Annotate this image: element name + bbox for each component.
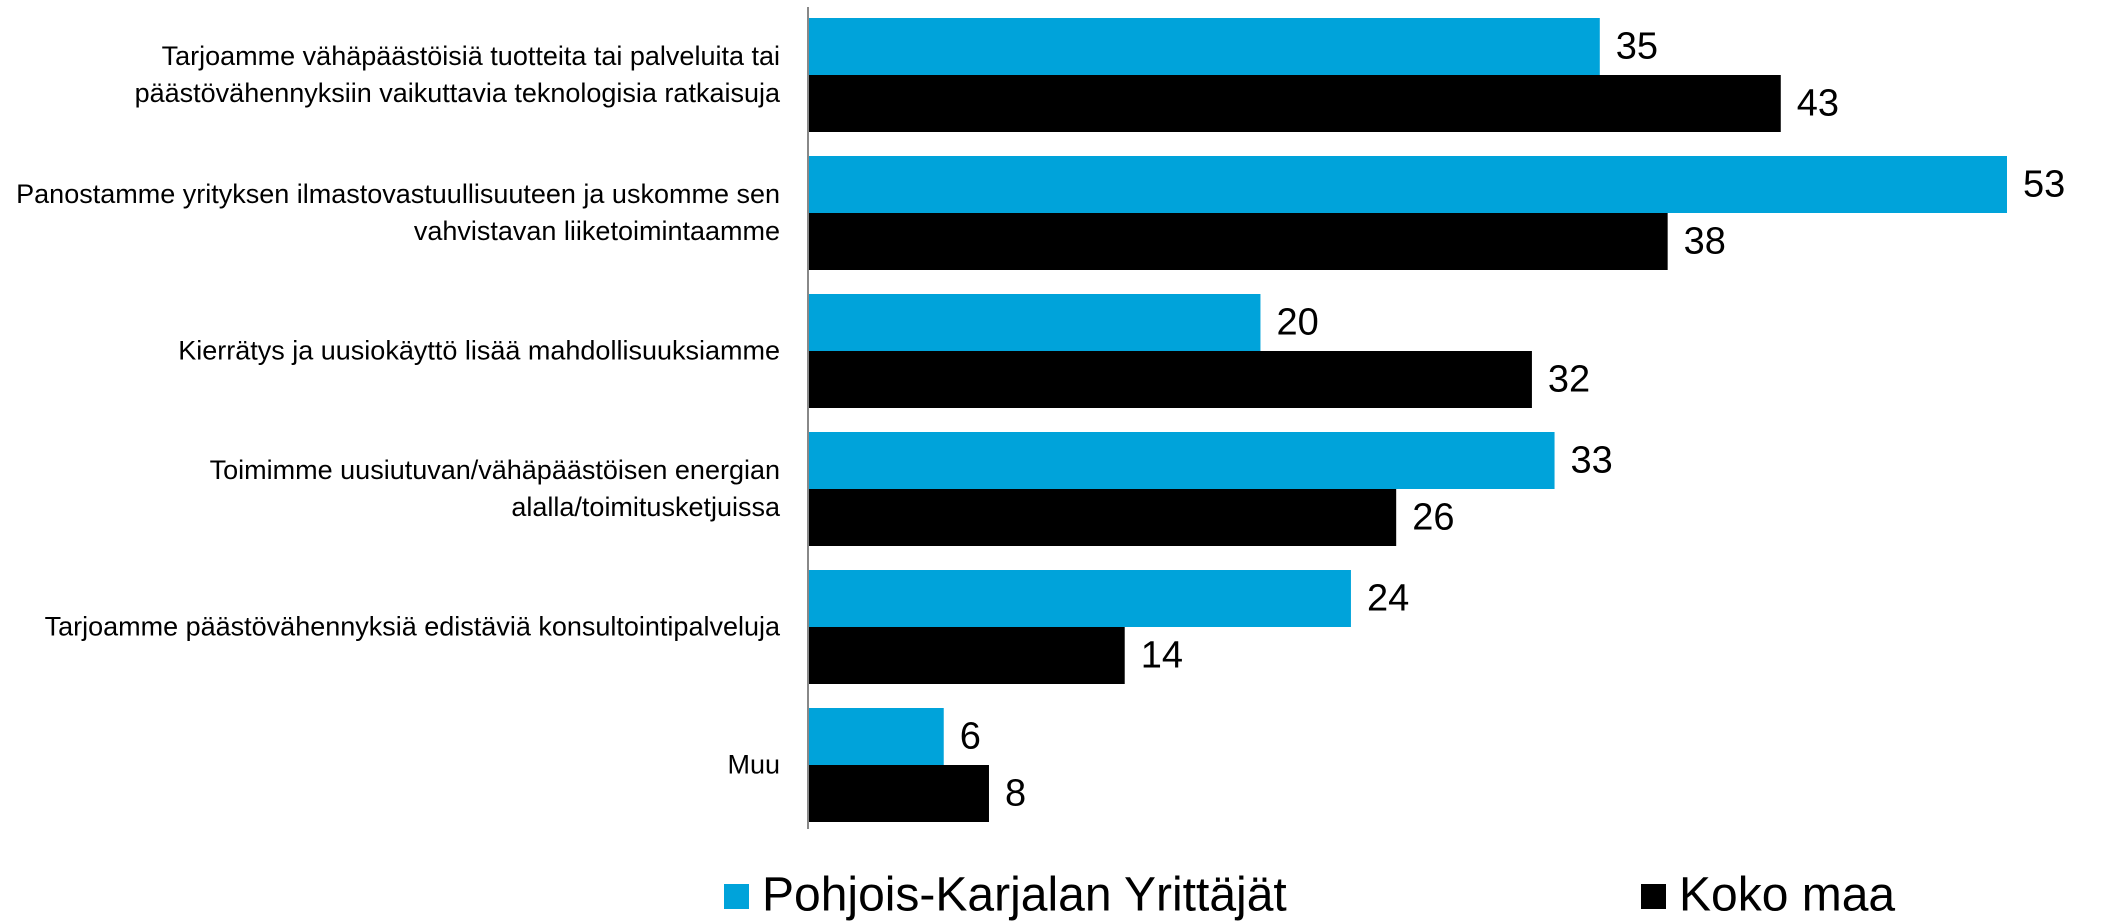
category-label: Muu [727, 749, 780, 780]
bar [808, 489, 1397, 546]
legend-swatch [724, 884, 749, 909]
value-label: 8 [1005, 773, 1026, 815]
value-label: 6 [960, 716, 981, 758]
category-label: Toimimme uusiutuvan/vähäpäästöisen energ… [209, 455, 780, 522]
bar [808, 156, 2007, 213]
value-label: 43 [1797, 83, 1839, 125]
bar [808, 294, 1261, 351]
bar [808, 627, 1125, 684]
value-label: 14 [1141, 635, 1183, 677]
category-label: Kierrätys ja uusiokäyttö lisää mahdollis… [178, 335, 780, 366]
value-label: 26 [1412, 497, 1454, 539]
legend-label: Koko maa [1679, 869, 1895, 922]
legend-swatch [1641, 884, 1666, 909]
bar [808, 351, 1532, 408]
value-label: 33 [1571, 440, 1613, 482]
bar [808, 213, 1668, 270]
value-label: 24 [1367, 578, 1409, 620]
category-label: Panostamme yrityksen ilmastovastuullisuu… [16, 179, 780, 246]
bar [808, 432, 1555, 489]
bar [808, 708, 944, 765]
bar [808, 570, 1351, 627]
value-label: 32 [1548, 359, 1590, 401]
legend-label: Pohjois-Karjalan Yrittäjät [762, 869, 1287, 922]
bar [808, 18, 1600, 75]
category-label: Tarjoamme päästövähennyksiä edistäviä ko… [44, 611, 780, 642]
value-label: 38 [1684, 221, 1726, 263]
value-label: 53 [2023, 164, 2065, 206]
category-label: Tarjoamme vähäpäästöisiä tuotteita tai p… [134, 41, 780, 108]
value-label: 35 [1616, 26, 1658, 68]
bar [808, 765, 989, 822]
bar [808, 75, 1781, 132]
value-label: 20 [1276, 302, 1318, 344]
